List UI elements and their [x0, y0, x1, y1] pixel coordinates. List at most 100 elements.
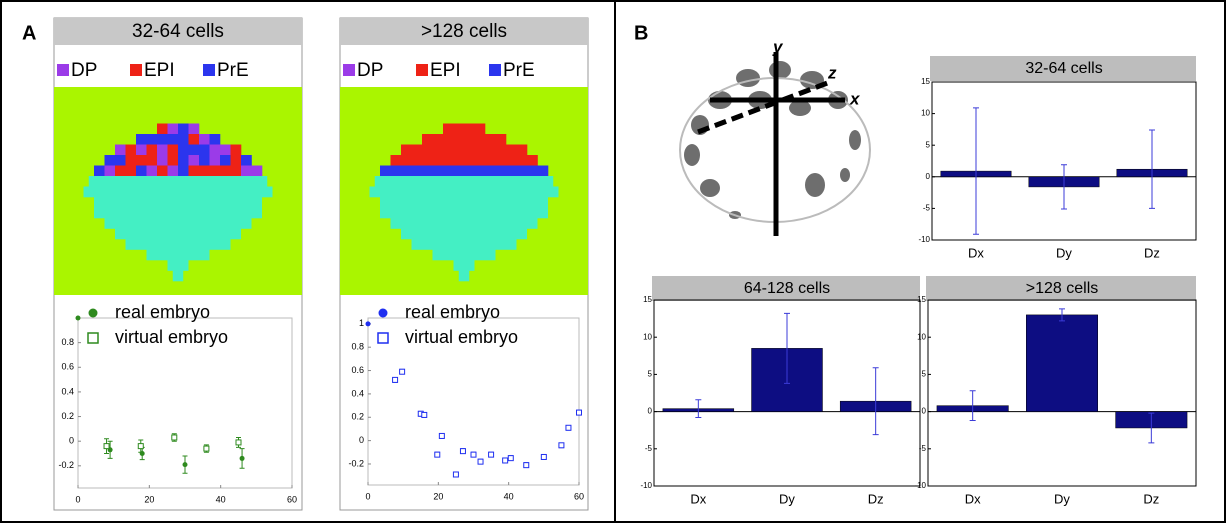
- x-tick-label: Dy: [1054, 491, 1070, 506]
- error-bar: [973, 107, 979, 235]
- lattice-row: [88, 176, 268, 187]
- lattice-cell: [136, 144, 147, 156]
- lattice-row: [94, 197, 262, 208]
- lattice-cell: [422, 155, 433, 166]
- legend-swatch: [489, 64, 501, 76]
- title-bar: [926, 276, 1196, 301]
- plot-frame: [653, 299, 921, 487]
- data-point: [399, 368, 406, 375]
- lattice-cell: [241, 155, 252, 166]
- lattice-cell: [443, 144, 454, 156]
- lattice-cell: [485, 134, 496, 145]
- x-tick-label: Dy: [779, 491, 795, 506]
- y-tick-label: 10: [917, 332, 926, 341]
- lattice-cell: [453, 165, 465, 177]
- lattice-cell: [230, 165, 242, 177]
- lattice-row: [94, 207, 262, 219]
- lattice-cell: [230, 144, 242, 156]
- y-tick-label: 0.4: [61, 386, 74, 396]
- x-tick-label: 0: [365, 491, 370, 501]
- data-point: [171, 434, 178, 441]
- x-tick-label: 40: [504, 491, 514, 501]
- lattice-row: [125, 239, 231, 250]
- lattice-row: [380, 197, 548, 208]
- legend-label: DP: [357, 60, 383, 81]
- lattice-cell: [167, 134, 179, 145]
- data-point: [502, 457, 509, 464]
- data-point: [459, 448, 466, 455]
- lattice-row: [390, 218, 538, 229]
- lattice-cell: [209, 165, 221, 177]
- data-point: [470, 451, 477, 458]
- lattice-cell: [199, 165, 210, 177]
- lattice-cell: [516, 165, 528, 177]
- lattice-row: [172, 270, 184, 282]
- y-tick-label: 0.2: [351, 412, 364, 422]
- legend-label: PrE: [503, 60, 535, 81]
- lattice-cell: [188, 155, 200, 166]
- x-tick-label: 60: [574, 491, 584, 501]
- legend-swatch: [416, 64, 428, 76]
- lattice-cell: [422, 165, 433, 177]
- y-tick-label: 0.6: [351, 365, 364, 375]
- y-tick-label: 5: [648, 370, 653, 379]
- lattice-cell: [209, 134, 221, 145]
- error-bar: [784, 312, 790, 384]
- y-tick-label: 10: [921, 109, 930, 118]
- lattice-row: [146, 249, 210, 261]
- lattice-cell: [432, 155, 444, 166]
- lattice-cell: [495, 144, 507, 156]
- data-point: [182, 462, 188, 468]
- lattice-cell: [474, 144, 486, 156]
- legend-label: virtual embryo: [405, 327, 518, 347]
- data-point: [452, 471, 459, 478]
- lattice-cell: [527, 155, 538, 166]
- y-tick-label: 0.8: [61, 337, 74, 347]
- y-tick-label: 0.4: [351, 388, 364, 398]
- data-point: [477, 458, 484, 465]
- legend-label: PrE: [217, 60, 249, 81]
- error-bar: [872, 367, 879, 436]
- legend-swatch: [130, 64, 142, 76]
- x-tick-label: 60: [287, 494, 297, 504]
- lattice-cell: [146, 144, 158, 156]
- y-tick-label: 5: [926, 140, 931, 149]
- lattice-cell: [157, 165, 168, 177]
- y-tick-label: 0: [922, 407, 927, 416]
- error-bar: [695, 399, 702, 419]
- lattice-cell: [464, 123, 475, 135]
- lattice-cell: [443, 123, 454, 135]
- y-tick-label: 0: [648, 407, 653, 416]
- data-point: [137, 443, 144, 450]
- y-tick-label: -5: [645, 444, 653, 453]
- lattice-row: [83, 186, 273, 198]
- y-tick-label: 15: [921, 77, 930, 86]
- data-point: [434, 451, 441, 458]
- lattice-cell: [453, 134, 465, 145]
- y-tick-label: 1: [359, 318, 364, 328]
- lattice-cell: [104, 155, 116, 166]
- legend-label: real embryo: [115, 302, 210, 322]
- lattice-cell: [251, 165, 263, 177]
- lattice-cell: [464, 165, 475, 177]
- lattice-cell: [474, 123, 486, 135]
- data-point: [438, 432, 445, 439]
- lattice-cell: [432, 144, 444, 156]
- lattice-row: [432, 249, 496, 261]
- data-point: [235, 439, 242, 446]
- data-point: [392, 376, 399, 383]
- lattice-cell: [506, 144, 517, 156]
- lattice-cell: [209, 144, 221, 156]
- lattice-cell: [167, 123, 179, 135]
- y-tick-label: 5: [922, 370, 927, 379]
- lattice-cell: [115, 144, 126, 156]
- panel-label: B: [634, 22, 648, 44]
- plot-frame: [367, 317, 580, 486]
- data-point: [239, 455, 245, 461]
- error-bar: [1059, 308, 1065, 322]
- lattice-cell: [453, 155, 465, 166]
- lattice-cell: [188, 144, 200, 156]
- lattice-cell: [464, 134, 475, 145]
- y-tick-label: 15: [643, 295, 652, 304]
- lattice-cell: [188, 123, 200, 135]
